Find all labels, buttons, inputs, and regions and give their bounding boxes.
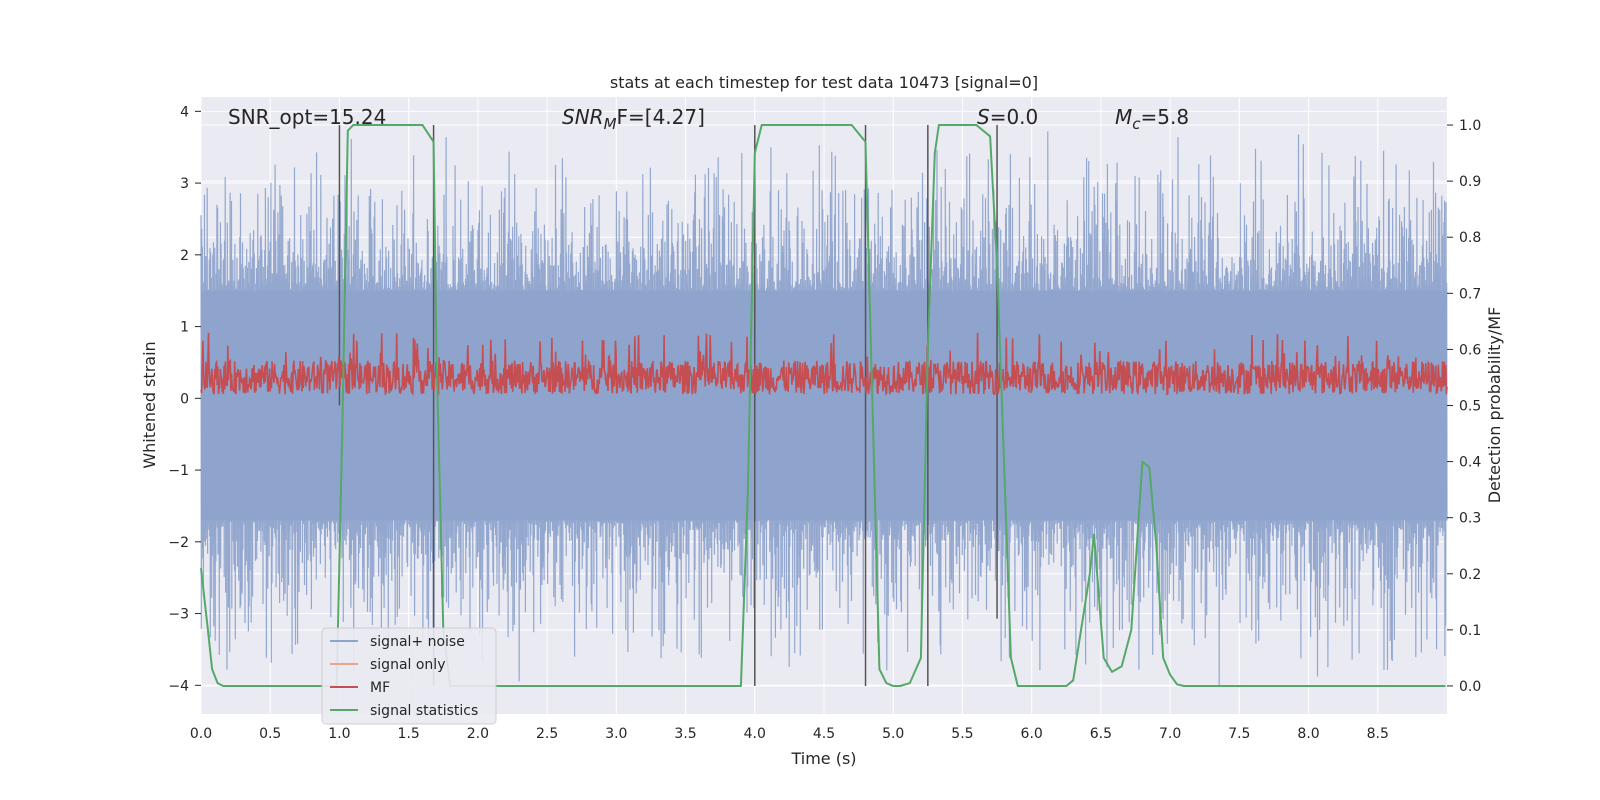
y-tick-2: −2 <box>168 535 189 551</box>
legend-entry-signal-only: signal only <box>330 657 445 673</box>
x-tick-14: 7.0 <box>1159 726 1181 742</box>
y2-tick-5: 0.5 <box>1459 399 1481 415</box>
x-axis-ticks: 0.0 0.5 1.0 1.5 2.0 2.5 3.0 3.5 4.0 4.5 5.0 5.5 6.0 6… <box>190 726 1389 742</box>
x-tick-5: 2.5 <box>536 726 558 742</box>
legend-entry-signal-statistics: signal statistics <box>330 703 478 719</box>
x-tick-13: 6.5 <box>1090 726 1112 742</box>
y2-axis-label: Detection probability/MF <box>1485 307 1504 504</box>
legend-entry-signal-noise: signal+ noise <box>330 634 465 650</box>
y2-tick-6: 0.6 <box>1459 342 1481 358</box>
y-tick-0: −4 <box>168 678 189 694</box>
y-tick-3: −1 <box>168 463 189 479</box>
legend: signal+ noise signal only MF signal stat… <box>321 627 497 725</box>
signal-noise-series <box>200 131 1448 686</box>
annotation-mc: Mc=5.8 <box>1115 105 1189 133</box>
legend-box <box>321 627 497 725</box>
x-tick-2: 1.0 <box>328 726 350 742</box>
y2-tick-4: 0.4 <box>1459 455 1481 471</box>
chart-title: stats at each timestep for test data 104… <box>610 73 1038 92</box>
signal-statistics-series <box>200 124 1446 687</box>
x-axis-label: Time (s) <box>790 749 856 768</box>
y2-tick-2: 0.2 <box>1459 567 1481 583</box>
mf-line <box>200 332 1448 397</box>
legend-label-signal-statistics: signal statistics <box>370 703 478 719</box>
x-tick-15: 7.5 <box>1228 726 1250 742</box>
x-tick-11: 5.5 <box>951 726 973 742</box>
y-tick-8: 4 <box>180 104 189 120</box>
mf-series <box>200 332 1448 397</box>
y-tick-5: 1 <box>180 320 189 336</box>
x-tick-17: 8.5 <box>1367 726 1389 742</box>
y2-tick-3: 0.3 <box>1459 511 1481 527</box>
annotation-snr-mf: SNRMF=[4.27] <box>562 105 705 133</box>
annotation-snr-opt: SNR_opt=15.24 <box>228 105 386 129</box>
y2-tick-1: 0.1 <box>1459 623 1481 639</box>
x-tick-7: 3.5 <box>674 726 696 742</box>
y2-tick-7: 0.7 <box>1459 286 1481 302</box>
y-axis-ticks: −4 −3 −2 −1 0 1 2 3 4 <box>168 104 201 694</box>
signal-statistics-line <box>200 124 1446 687</box>
x-tick-3: 1.5 <box>398 726 420 742</box>
y-tick-7: 3 <box>180 176 189 192</box>
annotation-s: S=0.0 <box>977 105 1038 129</box>
x-tick-6: 3.0 <box>605 726 627 742</box>
x-tick-12: 6.0 <box>1021 726 1043 742</box>
x-tick-10: 5.0 <box>882 726 904 742</box>
y2-tick-0: 0.0 <box>1459 679 1481 695</box>
x-tick-4: 2.0 <box>467 726 489 742</box>
y-tick-6: 2 <box>180 248 189 264</box>
y-axis-label: Whitened strain <box>140 341 159 468</box>
x-tick-8: 4.0 <box>744 726 766 742</box>
legend-label-signal-only: signal only <box>370 657 445 673</box>
y2-tick-9: 0.9 <box>1459 174 1481 190</box>
x-tick-16: 8.0 <box>1297 726 1319 742</box>
x-tick-9: 4.5 <box>813 726 835 742</box>
y2-axis-ticks: 0.0 0.1 0.2 0.3 0.4 0.5 0.6 0.7 0.8 0.9 1.0 <box>1447 118 1481 695</box>
x-tick-0: 0.0 <box>190 726 212 742</box>
legend-entry-mf: MF <box>330 680 390 696</box>
y-tick-1: −3 <box>168 607 189 623</box>
y-tick-4: 0 <box>180 391 189 407</box>
noise-band <box>201 290 1447 521</box>
x-tick-1: 0.5 <box>259 726 281 742</box>
y2-tick-8: 0.8 <box>1459 230 1481 246</box>
legend-label-mf: MF <box>370 680 390 696</box>
legend-label-signal-noise: signal+ noise <box>370 634 465 650</box>
y2-tick-10: 1.0 <box>1459 118 1481 134</box>
event-vlines <box>338 125 998 686</box>
